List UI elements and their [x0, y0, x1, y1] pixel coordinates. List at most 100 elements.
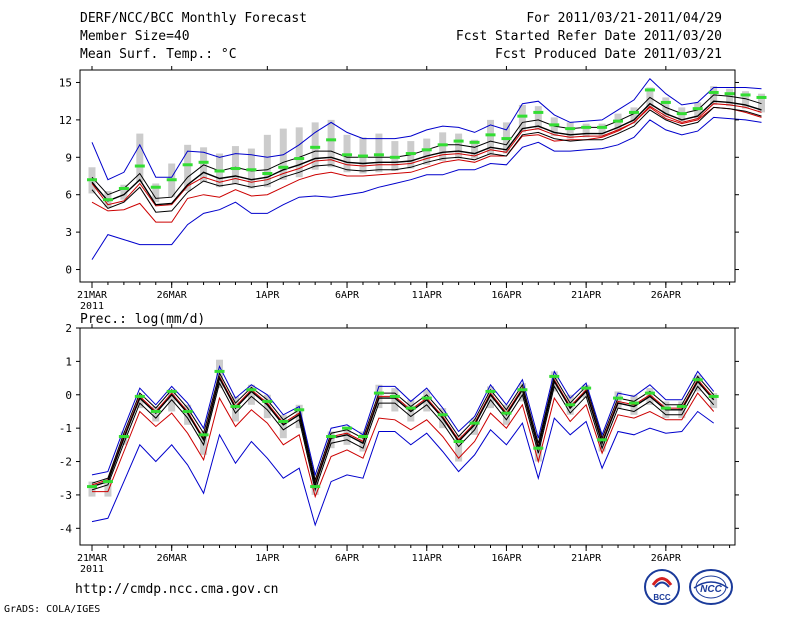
- spread-bar: [231, 146, 239, 184]
- red_low-line: [92, 392, 715, 499]
- spread-bar: [247, 384, 255, 405]
- forecast-period: For 2011/03/21-2011/04/29: [526, 11, 722, 26]
- spread-bar: [279, 128, 287, 180]
- x-tick-label: 21APR: [571, 553, 602, 564]
- x-tick-label: 11APR: [412, 290, 443, 301]
- spread-bar: [614, 391, 622, 409]
- spread-bar: [757, 93, 765, 113]
- x-tick-label: 16APR: [491, 290, 522, 301]
- x-tick-label: 26APR: [651, 290, 682, 301]
- spread-bar: [742, 91, 750, 109]
- spread-bar: [391, 388, 399, 412]
- spread-bar: [104, 478, 112, 497]
- red_high-line: [91, 103, 762, 207]
- lower-line: [91, 106, 762, 213]
- ncc-logo-text: NCC: [700, 584, 722, 595]
- spread-bar: [263, 394, 271, 419]
- bcc-logo: BCC: [643, 568, 681, 606]
- x-tick-label: 1APR: [255, 290, 280, 301]
- x-tick-label: 26MAR: [157, 290, 188, 301]
- spread-bar: [295, 127, 303, 178]
- spread-bar: [343, 426, 351, 445]
- fcst-started-date: Fcst Started Refer Date 2011/03/20: [455, 29, 722, 44]
- spread-bar: [487, 386, 494, 409]
- plot-frame: [79, 69, 736, 283]
- spread-bar: [120, 184, 128, 200]
- spread-bar: [184, 404, 192, 425]
- spread-bar: [375, 133, 383, 173]
- lower-line: [91, 381, 715, 492]
- spread-bar: [455, 434, 463, 462]
- upper-line: [91, 371, 715, 484]
- spread-bar: [566, 122, 574, 139]
- temperature-label: Mean Surf. Temp.: °C: [80, 47, 237, 62]
- x-tick-label: 16APR: [491, 553, 522, 564]
- footer-url[interactable]: http://cmdp.ncc.cma.gov.cn: [75, 582, 279, 597]
- spread-bar: [152, 183, 160, 203]
- chart-title: DERF/NCC/BCC Monthly Forecast: [80, 11, 307, 26]
- blue_low-line: [91, 410, 714, 527]
- x-tick-label: 26APR: [651, 553, 682, 564]
- mean-line: [91, 376, 715, 488]
- member-size: Member Size=40: [80, 29, 190, 44]
- spread-bar: [184, 144, 192, 191]
- y-tick-label: 1: [65, 355, 72, 368]
- y-tick-label: 3: [65, 226, 72, 239]
- spread-bar: [694, 102, 702, 119]
- y-tick-label: -3: [59, 489, 72, 502]
- blue_high-line: [91, 364, 715, 477]
- spread-bar: [168, 389, 176, 412]
- spread-bar: [136, 394, 144, 409]
- spread-bar: [598, 123, 606, 137]
- x-tick-label: 21MAR: [77, 553, 108, 564]
- plot-frame: [79, 327, 736, 546]
- blue_high-line: [91, 77, 762, 181]
- y-tick-label: 6: [65, 189, 72, 202]
- y-tick-label: 0: [65, 389, 72, 402]
- fcst-produced-date: Fcst Produced Date 2011/03/21: [495, 47, 722, 62]
- x-year-label: 2011: [80, 301, 104, 312]
- spread-bar: [710, 393, 718, 409]
- panel-1: 0 3 6 9 12 15 21MAR 26MAR 1APR 6APR 11APR 16APR 21AP…: [59, 66, 767, 312]
- spread-bar: [726, 88, 734, 107]
- x-tick-label: 21APR: [571, 290, 602, 301]
- y-tick-label: -4: [59, 522, 73, 535]
- panel-2: -4 -3 -2 -1 0 1 2 21MAR 26MAR 1APR 6APR 11APR 16APR 2…: [59, 322, 739, 575]
- spread-bar: [518, 104, 526, 133]
- blue_low-line: [91, 116, 762, 260]
- x-tick-label: 11APR: [412, 553, 443, 564]
- y-tick-label: 2: [65, 322, 72, 335]
- spread-bar: [694, 374, 702, 392]
- y-tick-label: -1: [59, 422, 72, 435]
- spread-bar: [263, 134, 271, 188]
- spread-bar: [88, 481, 96, 497]
- spread-bar: [471, 418, 479, 435]
- y-tick-label: -2: [59, 456, 72, 469]
- x-tick-label: 26MAR: [157, 553, 188, 564]
- x-tick-label: 6APR: [335, 290, 360, 301]
- grads-credit: GrADS: COLA/IGES: [4, 604, 101, 615]
- spread-bar: [136, 133, 144, 183]
- spread-bar: [582, 123, 590, 138]
- y-tick-label: 15: [59, 76, 72, 89]
- x-tick-label: 1APR: [255, 553, 280, 564]
- x-tick-label: 6APR: [335, 553, 360, 564]
- bcc-logo-text: BCC: [653, 593, 671, 602]
- spread-bar: [423, 138, 431, 165]
- spread-bar: [534, 106, 542, 130]
- x-year-label: 2011: [80, 564, 104, 575]
- y-tick-label: 12: [59, 114, 72, 127]
- mean-line: [91, 100, 762, 206]
- y-tick-label: 9: [65, 151, 72, 164]
- spread-bar: [455, 133, 463, 159]
- spread-bar: [327, 119, 335, 168]
- y-tick-label: 0: [65, 264, 72, 277]
- spread-bar: [471, 139, 479, 159]
- spread-bar: [439, 132, 447, 162]
- x-tick-label: 21MAR: [77, 290, 108, 301]
- spread-bar: [550, 117, 558, 137]
- ncc-logo: NCC: [688, 568, 734, 606]
- spread-bar: [487, 119, 494, 155]
- precip-label: Prec.: log(mm/d): [80, 312, 205, 327]
